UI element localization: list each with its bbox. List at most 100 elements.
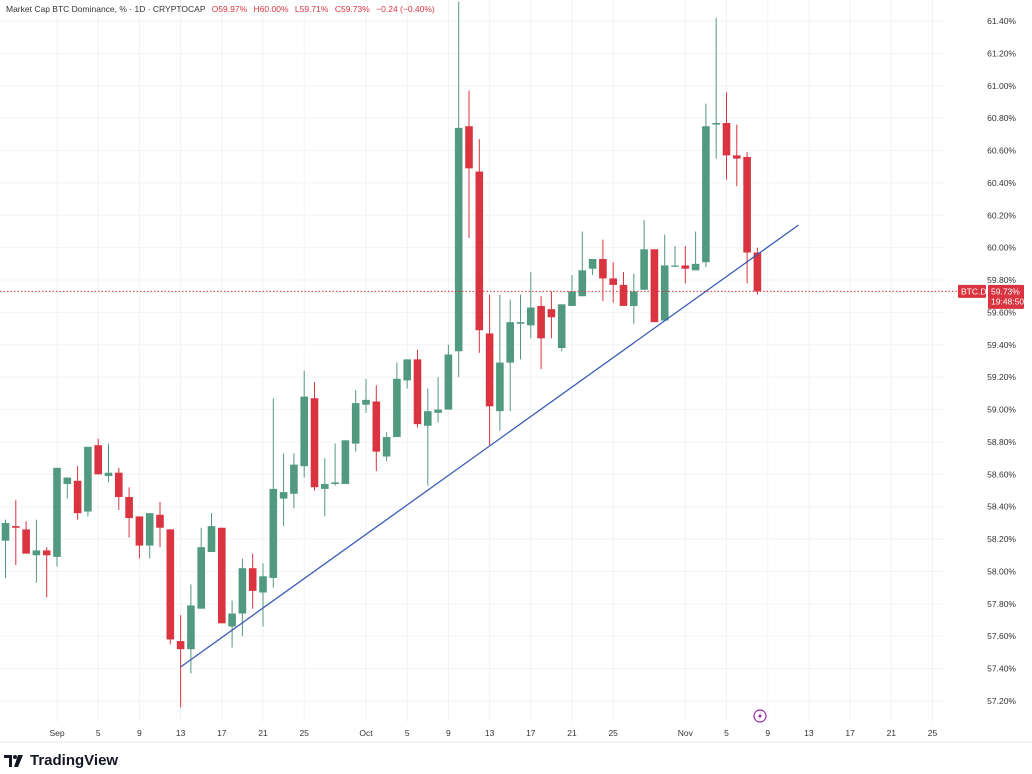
candle (547, 291, 556, 339)
y-tick-label: 58.80% (987, 437, 1016, 447)
candle-body (403, 359, 411, 381)
lightning-icon[interactable] (753, 709, 767, 723)
candle-body (702, 126, 710, 263)
candle (228, 600, 236, 648)
candle-body (351, 403, 360, 444)
candle (691, 231, 700, 271)
x-tick-label: 21 (567, 728, 577, 738)
candle-body (382, 437, 391, 457)
y-tick-label: 59.60% (987, 307, 1016, 317)
candle-body (753, 252, 762, 292)
candle (248, 553, 257, 609)
y-tick-label: 57.40% (987, 664, 1016, 674)
candle-body (393, 378, 401, 438)
candle (712, 17, 720, 159)
candle (341, 440, 350, 485)
candle (94, 438, 102, 475)
y-tick-label: 61.40% (987, 16, 1016, 26)
candle-body (691, 263, 700, 271)
candle-body (84, 446, 92, 512)
y-tick-label: 57.20% (987, 696, 1016, 706)
candle (650, 249, 659, 323)
x-tick-label: 21 (887, 728, 897, 738)
candle (197, 527, 205, 609)
candle (187, 584, 195, 674)
y-tick-label: 61.00% (987, 81, 1016, 91)
candle (84, 446, 92, 517)
y-tick-label: 57.80% (987, 599, 1016, 609)
candle-body (279, 492, 288, 499)
candle-body (145, 513, 154, 546)
x-tick-label: 13 (804, 728, 814, 738)
candle (516, 294, 525, 360)
candle-body (259, 576, 267, 593)
candle-body (341, 440, 350, 485)
candle-body (218, 527, 226, 624)
candle (12, 500, 20, 565)
candle-body (32, 550, 41, 556)
candle-body (434, 409, 442, 413)
candle-body (228, 613, 236, 627)
candle-body (321, 484, 329, 489)
candle (372, 385, 381, 472)
candle-body (733, 155, 741, 159)
candle (104, 443, 113, 483)
candle-body (12, 526, 20, 528)
candle (568, 275, 576, 306)
candle (630, 273, 638, 324)
y-tick-label: 59.20% (987, 372, 1016, 382)
y-tick-label: 58.60% (987, 469, 1016, 479)
candle (454, 1, 463, 378)
y-tick-label: 61.20% (987, 48, 1016, 58)
candle-body (187, 605, 195, 650)
candle-body (362, 399, 370, 405)
logo-text: TradingView (30, 752, 119, 769)
candle (753, 247, 762, 295)
candle-body (269, 488, 278, 578)
price-tag-bg (988, 284, 1024, 309)
grid (0, 0, 1032, 743)
candle-body (22, 529, 30, 554)
candle (527, 271, 535, 339)
candle-body (619, 284, 628, 306)
candle (207, 513, 216, 553)
candle-body (176, 641, 185, 650)
candle (115, 467, 123, 510)
time-axis[interactable]: Sep 5 9 13 17 21 25 Oct 5 9 13 17 21 25 Nov 5 9 13 17 21 25 (49, 728, 937, 738)
y-tick-label: 57.60% (987, 631, 1016, 641)
x-tick-label: 13 (485, 728, 495, 738)
candle (557, 304, 566, 352)
candle-body (331, 482, 339, 485)
x-tick-label: Nov (678, 728, 694, 738)
y-tick-label: 58.00% (987, 566, 1016, 576)
candle (681, 246, 690, 284)
x-tick-label: 5 (96, 728, 101, 738)
candle (73, 466, 82, 520)
x-tick-label: 21 (258, 728, 268, 738)
candle (444, 344, 453, 410)
candle-body (207, 526, 216, 553)
candle-body (1, 522, 10, 541)
legend-header: Market Cap BTC Dominance, % · 1D · CRYPT… (6, 4, 435, 14)
candle (382, 432, 391, 462)
x-tick-label: 5 (405, 728, 410, 738)
tradingview-logo[interactable]: TradingView (4, 752, 118, 769)
trendline[interactable] (180, 224, 799, 668)
candle-body (135, 516, 144, 546)
x-tick-label: 17 (217, 728, 227, 738)
candle-body (310, 398, 319, 488)
candle (351, 390, 360, 452)
x-tick-label: 5 (724, 728, 729, 738)
candle-body (588, 258, 597, 269)
candle (300, 370, 308, 478)
candle (125, 487, 133, 538)
ohlc-low: L59.71% (294, 4, 329, 14)
candle-body (290, 464, 298, 494)
candle (279, 453, 288, 527)
candle-body (485, 333, 494, 407)
price-axis[interactable]: 61.40% 61.20% 61.00% 60.80% 60.60% 60.40% 60.2… (987, 16, 1016, 706)
candle-body (660, 265, 669, 321)
bar-countdown: 19:48:50 (991, 296, 1024, 306)
candle-body (42, 550, 51, 556)
